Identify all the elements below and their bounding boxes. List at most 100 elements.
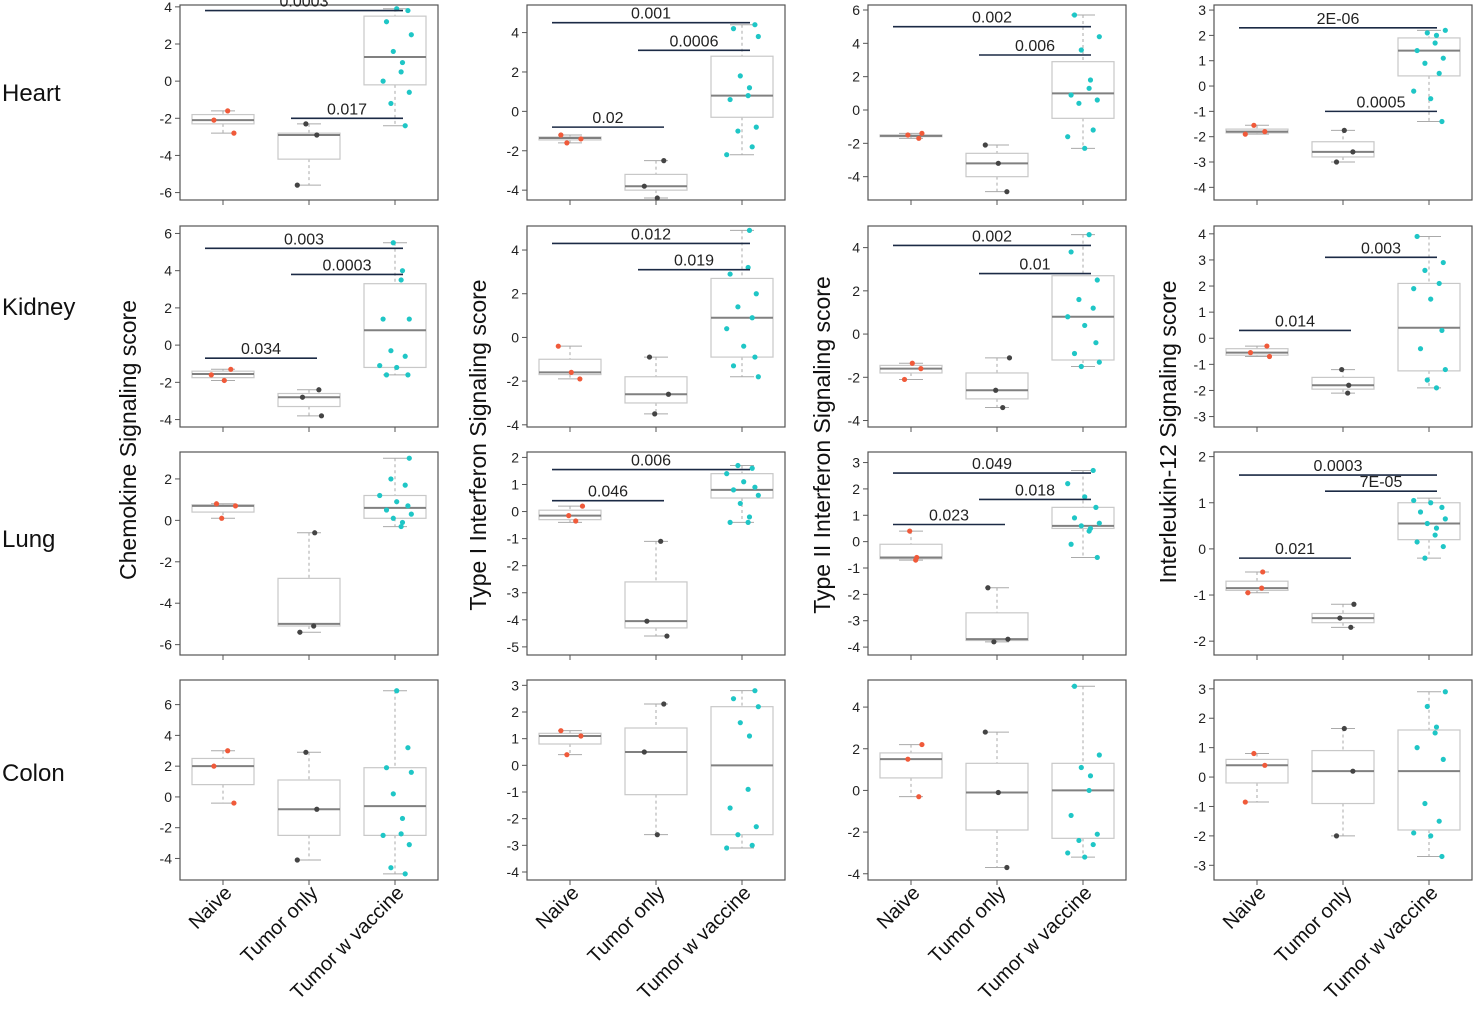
data-point (1422, 800, 1428, 807)
box-tumor-only (624, 703, 688, 836)
box-naive (879, 530, 943, 561)
p-value-label: 0.046 (588, 484, 628, 501)
data-point (724, 471, 730, 477)
data-point (208, 372, 214, 378)
data-point (985, 585, 991, 591)
data-point (398, 277, 404, 283)
significance-bracket: 0.002 (893, 228, 1091, 247)
data-point (1071, 515, 1078, 521)
y-tick-label: 0 (164, 789, 172, 805)
data-point (1086, 787, 1092, 794)
data-point (1442, 516, 1448, 522)
y-tick-label: ‑4 (507, 864, 520, 880)
y-tick-label: ‑2 (160, 110, 173, 126)
x-label-tumor-only: Tumor only (237, 882, 323, 968)
data-point (377, 362, 383, 369)
y-tick-label: 1 (852, 507, 860, 523)
box-iqr (277, 132, 341, 160)
p-value-label: 0.0006 (670, 33, 719, 50)
data-point (1096, 752, 1102, 758)
data-point (918, 366, 924, 372)
data-point (402, 482, 408, 488)
box-naive (538, 134, 602, 144)
data-point (1333, 833, 1340, 839)
y-tick-label: ‑1 (507, 531, 520, 547)
panel-kidney-2: 4 2 0 ‑2 ‑4 0.002 0.01 (848, 225, 1127, 432)
panel-kidney-3: 4 3 2 1 0 ‑1 ‑2 ‑3 0.003 0.014 (1194, 225, 1473, 432)
data-point (755, 704, 761, 710)
box-iqr (363, 494, 427, 519)
y-tick-label: 2 (852, 741, 860, 757)
data-point (1442, 689, 1448, 695)
y-tick-label: ‑4 (1194, 179, 1207, 195)
row-label-kidney: Kidney (2, 294, 75, 321)
data-point (982, 142, 988, 148)
data-point (658, 538, 664, 544)
data-point (1333, 159, 1340, 165)
data-point (1432, 532, 1438, 538)
box-iqr (624, 727, 688, 796)
data-point (388, 348, 394, 354)
data-point (1337, 615, 1343, 621)
data-point (1432, 40, 1438, 46)
box-naive (191, 110, 255, 134)
p-value-label: 0.0003 (323, 257, 372, 274)
y-tick-label: ‑6 (160, 185, 173, 201)
data-point (755, 33, 761, 40)
data-point (1096, 34, 1102, 40)
box-tumor-only (1311, 369, 1375, 394)
data-point (294, 857, 300, 863)
p-value-label: 0.002 (972, 228, 1012, 245)
data-point (399, 815, 406, 822)
box-tumor-w-vaccine (1397, 497, 1461, 559)
box-tumor-only (277, 751, 341, 861)
row-labels: Heart Kidney Lung Colon (2, 80, 75, 787)
data-point (1428, 500, 1434, 506)
data-point (1428, 833, 1434, 839)
data-point (225, 108, 231, 114)
significance-bracket: 0.002 (893, 10, 1091, 28)
y-tick-label: ‑4 (507, 612, 520, 628)
box-iqr (1397, 729, 1461, 831)
data-point (1068, 541, 1074, 547)
y-tick-label: ‑4 (160, 412, 173, 428)
data-point (406, 455, 412, 461)
data-point (1078, 47, 1084, 53)
box-iqr (879, 543, 943, 560)
y-tick-label: 4 (164, 263, 172, 279)
data-point (1065, 134, 1071, 140)
y-tick-label: ‑1 (507, 784, 520, 800)
y-tick-label: ‑2 (507, 143, 520, 159)
y-tick-label: 0 (852, 782, 860, 798)
data-point (228, 366, 234, 372)
data-point (1082, 854, 1088, 860)
box-tumor-w-vaccine (363, 457, 427, 528)
data-point (398, 831, 404, 837)
y-tick-label: 6 (852, 2, 860, 18)
data-point (578, 733, 584, 739)
data-point (311, 623, 317, 629)
significance-bracket: 0.017 (291, 101, 403, 120)
data-point (1065, 850, 1071, 856)
box-tumor-w-vaccine (1051, 685, 1115, 858)
p-value-label: 2E-06 (1317, 11, 1360, 28)
box-tumor-w-vaccine (363, 242, 427, 376)
box-iqr (879, 752, 943, 779)
box-tumor-w-vaccine (1051, 14, 1115, 149)
box-iqr (277, 392, 341, 408)
data-point (390, 240, 396, 246)
data-point (1346, 382, 1352, 388)
data-point (916, 794, 922, 800)
data-point (399, 519, 406, 526)
box-iqr (710, 473, 774, 499)
box-tumor-w-vaccine (363, 8, 427, 127)
significance-bracket: 0.034 (205, 341, 317, 359)
data-point (1082, 145, 1088, 151)
p-value-label: 0.0003 (280, 0, 329, 11)
data-point (1350, 149, 1356, 155)
data-point (408, 769, 414, 775)
y-tick-label: 0 (164, 73, 172, 89)
y-tick-label: ‑6 (160, 637, 173, 653)
p-value-label: 0.006 (1015, 38, 1055, 55)
